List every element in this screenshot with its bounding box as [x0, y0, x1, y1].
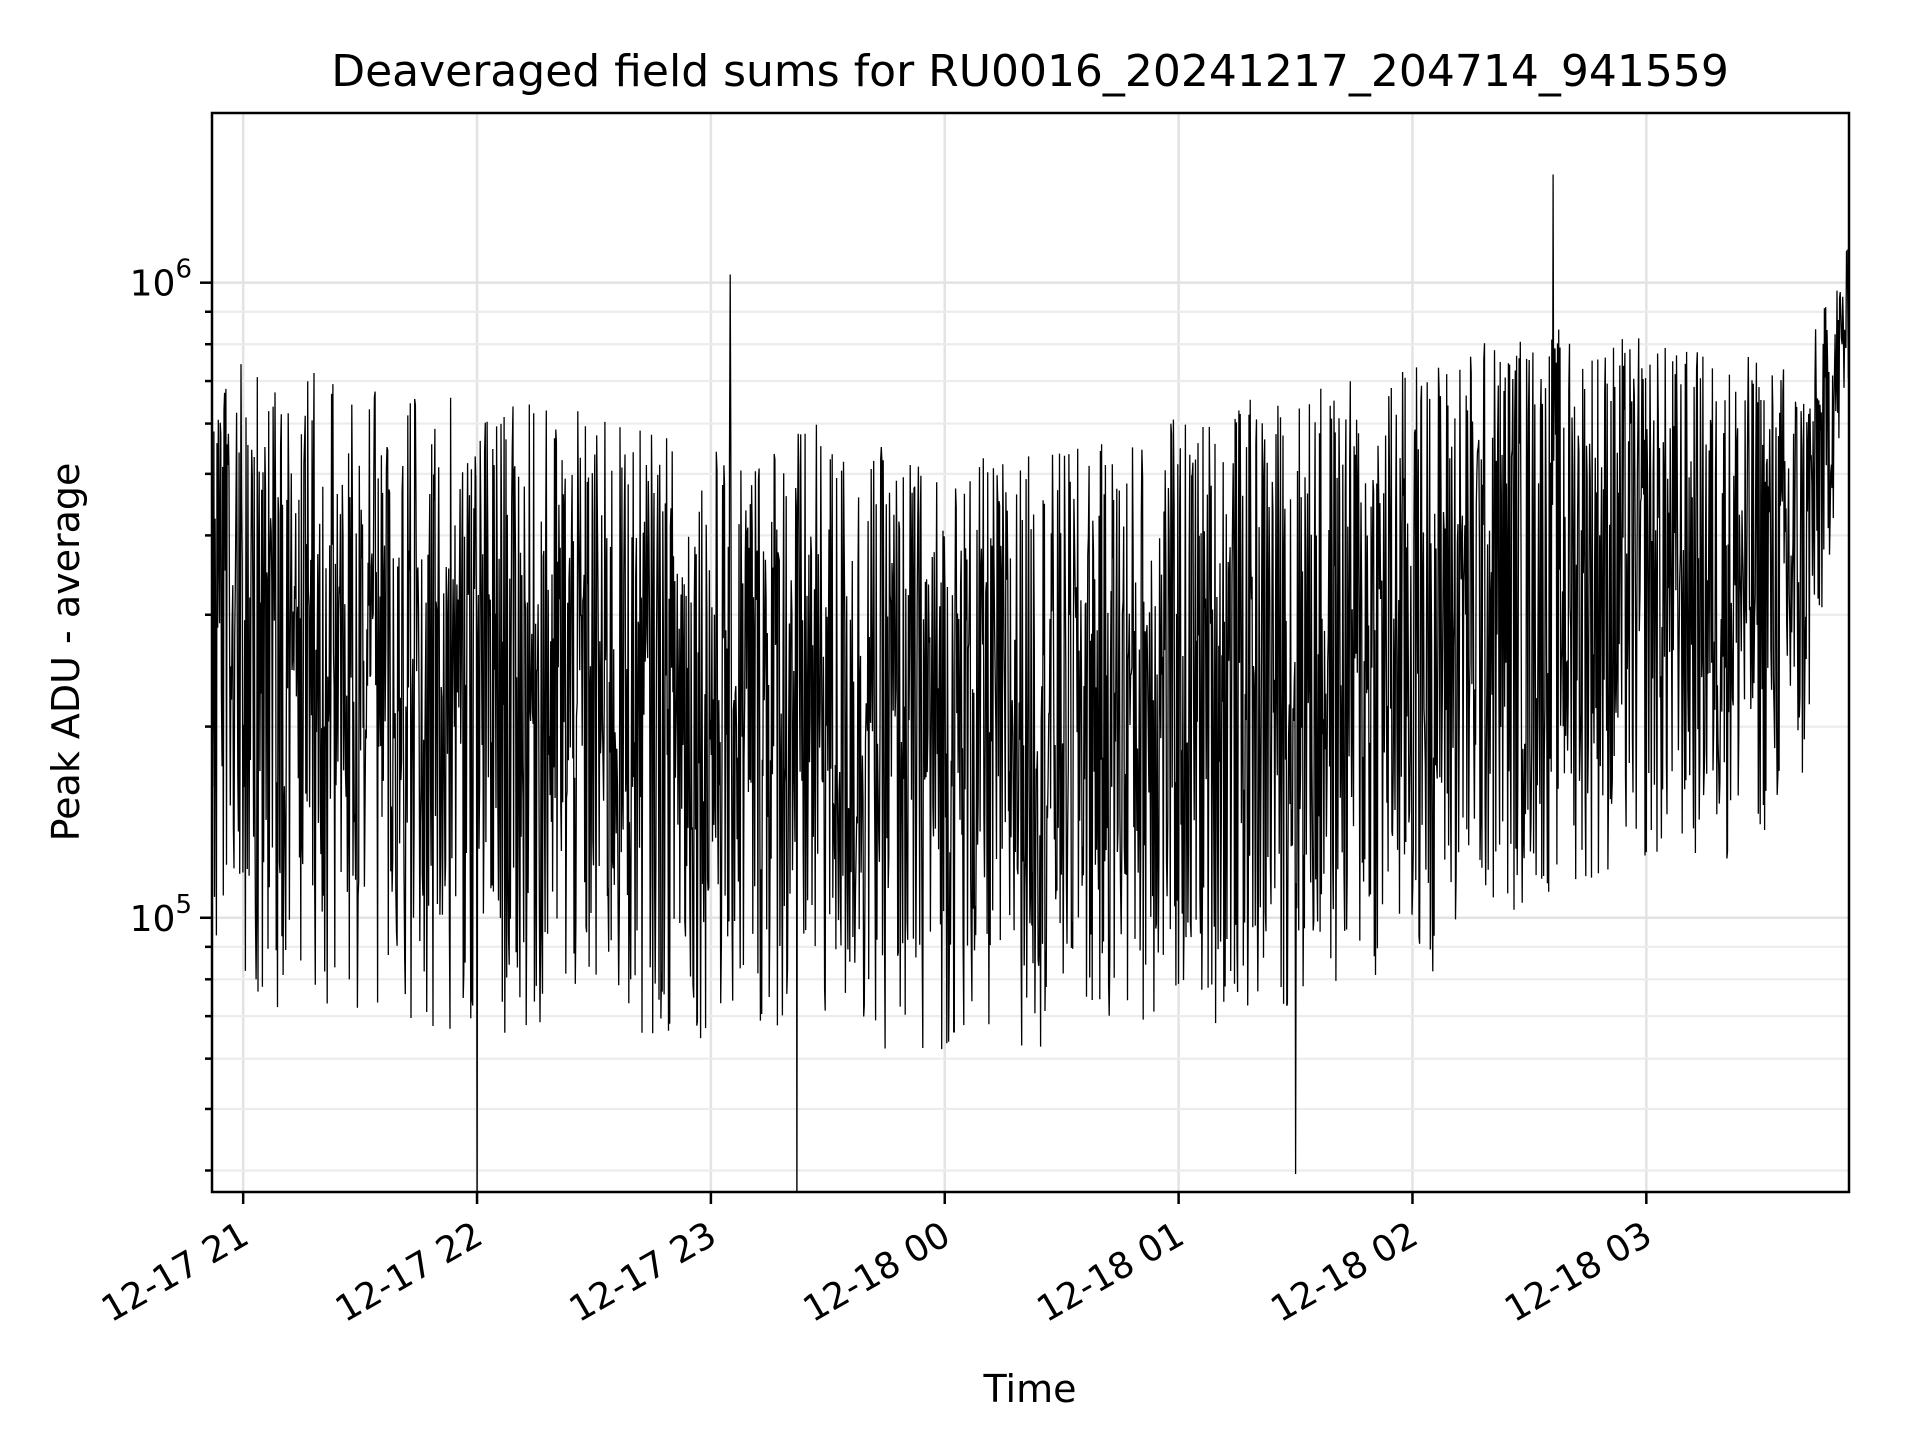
- series-layer: [212, 174, 1849, 1192]
- y-tick-label: 105: [130, 890, 192, 940]
- x-tick-label: 12-18 03: [1498, 1214, 1659, 1330]
- x-tick-label: 12-18 00: [797, 1214, 958, 1330]
- x-tick-label: 12-18 02: [1264, 1214, 1425, 1330]
- x-tick-label: 12-17 23: [563, 1214, 724, 1330]
- y-tick-label: 106: [130, 255, 192, 305]
- x-tick-label: 12-18 01: [1030, 1214, 1191, 1330]
- y-axis-label: Peak ADU - average: [44, 463, 88, 842]
- x-axis-label: Time: [983, 1367, 1077, 1411]
- plot-frame: [210, 111, 1851, 1194]
- x-tick-label: 12-17 21: [95, 1214, 256, 1330]
- chart-title: Deaveraged field sums for RU0016_2024121…: [331, 46, 1729, 97]
- series-line: [212, 174, 1849, 1192]
- x-tick-label: 12-17 22: [329, 1214, 490, 1330]
